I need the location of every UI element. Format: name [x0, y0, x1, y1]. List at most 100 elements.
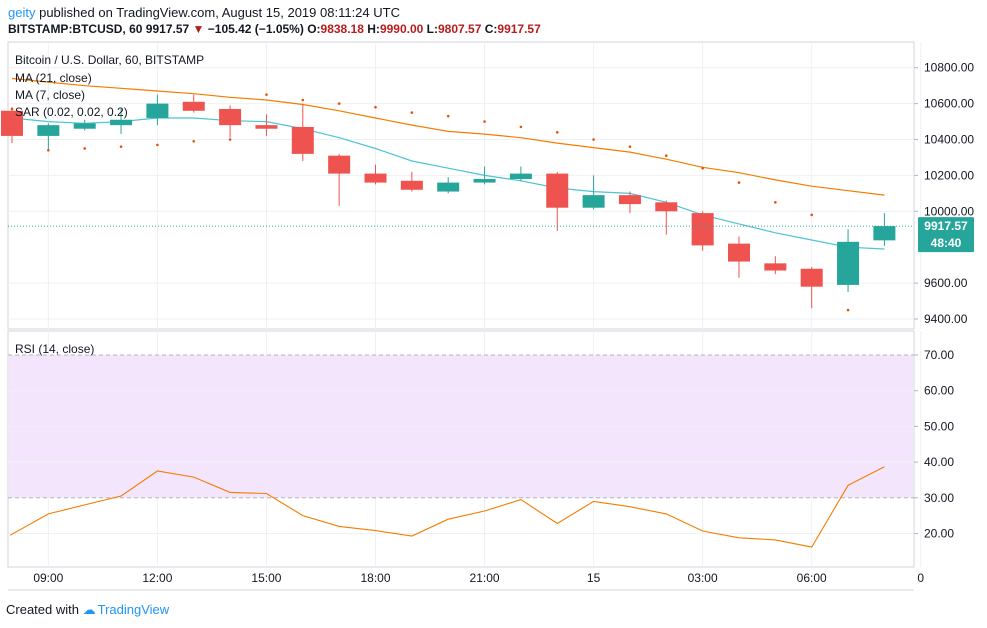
symbol-label: BITSTAMP:BTCUSD, 60: [8, 22, 143, 36]
ma21-line: [11, 77, 885, 196]
rsi-axis-label: 60.00: [924, 384, 954, 398]
candle-body: [182, 101, 205, 111]
open-label: O:: [307, 22, 321, 36]
x-tick-label: 15: [587, 571, 601, 585]
x-tick-label: 15:00: [251, 571, 281, 585]
candle-body: [364, 173, 387, 183]
x-tick-label: 0: [917, 571, 924, 585]
sar-dot: [47, 148, 50, 152]
sar-dot: [592, 138, 595, 141]
x-tick-label: 21:00: [470, 571, 500, 585]
high-label: H:: [367, 22, 380, 36]
author-link[interactable]: geity: [8, 5, 36, 20]
candle-body: [728, 243, 750, 262]
candle-body: [328, 155, 351, 174]
candle-body: [655, 202, 678, 212]
rsi-axis-label: 50.00: [924, 419, 954, 433]
chart-area[interactable]: 09:00 12:00 15:00 18:00 21:00 15 03:00 06:00 0 10…: [0, 0, 987, 600]
sar-dot: [156, 143, 159, 147]
last-price: 9917.57: [145, 22, 190, 36]
candle-body: [110, 119, 133, 126]
candle-body: [473, 178, 496, 183]
sar-dot: [119, 145, 123, 148]
indicator-legend-entry: SAR (0.02, 0.02, 0.2): [15, 105, 128, 119]
candle-body: [582, 195, 605, 208]
price-pane: [7, 41, 915, 330]
last-price-tag-label: 9917.57: [924, 219, 968, 233]
candle-body: [255, 125, 278, 129]
candle-body: [219, 108, 242, 126]
x-tick-label: 03:00: [688, 571, 718, 585]
candle-body: [546, 173, 569, 208]
price-axis-label: 10400.00: [924, 133, 974, 147]
tradingview-link[interactable]: TradingView: [97, 602, 170, 617]
x-tick-label: 18:00: [360, 571, 390, 585]
sar-dot: [701, 166, 704, 170]
publish-info: geity published on TradingView.com, Augu…: [8, 5, 400, 20]
sar-dot: [555, 131, 559, 134]
candle-body: [73, 123, 96, 129]
indicator-legend-entry: MA (7, close): [15, 88, 85, 102]
tradingview-logo-icon: ☁: [82, 602, 96, 617]
candle-body: [37, 125, 60, 136]
x-tick-label: 12:00: [142, 571, 172, 585]
candle-body: [764, 263, 787, 271]
x-tick-label: 09:00: [33, 571, 63, 585]
candle-body: [837, 241, 860, 285]
sar-dot: [83, 147, 86, 150]
price-axis-label: 10600.00: [924, 97, 974, 111]
sar-dot: [810, 213, 813, 217]
down-arrow-icon: ▼: [192, 22, 205, 36]
rsi-line: [9, 466, 885, 548]
sar-dot: [410, 111, 414, 114]
sar-dot: [265, 93, 268, 96]
x-tick-label: 06:00: [797, 571, 827, 585]
candle-body: [509, 173, 532, 179]
rsi-axis-label: 20.00: [924, 527, 954, 541]
rsi-axis-label: 30.00: [924, 491, 954, 505]
candle-body: [800, 268, 823, 287]
price-axis-label: 9400.00: [924, 312, 968, 326]
sar-dot: [628, 145, 632, 148]
countdown-label: 48:40: [931, 236, 962, 250]
change-value: −105.42 (−1.05%): [207, 22, 304, 36]
sar-dot: [774, 201, 777, 204]
rsi-title: RSI (14, close): [15, 342, 94, 356]
sar-dot: [446, 114, 450, 118]
sar-dot: [192, 139, 196, 143]
sar-dot: [665, 154, 668, 157]
price-axis-label: 10800.00: [924, 61, 974, 75]
sar-dot: [374, 105, 377, 109]
footer: Created with ☁ TradingView: [6, 602, 169, 618]
price-axis-label: 10000.00: [924, 204, 974, 218]
candle-body: [291, 126, 314, 154]
ohlc-header: BITSTAMP:BTCUSD, 60 9917.57 ▼ −105.42 (−…: [8, 22, 541, 36]
sar-dot: [228, 138, 232, 141]
price-axis-label: 10200.00: [924, 168, 974, 182]
price-chart-title: Bitcoin / U.S. Dollar, 60, BITSTAMP: [15, 53, 204, 67]
low-value: 9807.57: [438, 22, 482, 36]
rsi-axis-label: 40.00: [924, 455, 954, 469]
sar-dot: [337, 102, 341, 105]
candle-body: [437, 182, 460, 192]
candle-body: [618, 195, 641, 205]
rsi-axis-label: 70.00: [924, 348, 954, 362]
close-value: 9917.57: [497, 22, 541, 36]
low-label: L:: [426, 22, 438, 36]
created-with-text: Created with: [6, 602, 79, 617]
open-value: 9838.18: [320, 22, 364, 36]
candle-body: [691, 213, 714, 246]
price-axis-label: 9600.00: [924, 276, 968, 290]
sar-dot: [301, 98, 305, 102]
sar-dot: [483, 120, 486, 123]
close-label: C:: [484, 22, 498, 36]
candle-body: [400, 180, 423, 190]
last-price-tag: [918, 217, 974, 253]
candle-body: [873, 226, 896, 241]
publish-text: published on TradingView.com, August 15,…: [39, 5, 400, 20]
candle-body: [146, 103, 169, 118]
indicator-legend-entry: MA (21, close): [15, 71, 92, 85]
candle-body: [1, 110, 23, 136]
sar-dot: [846, 308, 850, 312]
sar-dot: [519, 125, 523, 129]
